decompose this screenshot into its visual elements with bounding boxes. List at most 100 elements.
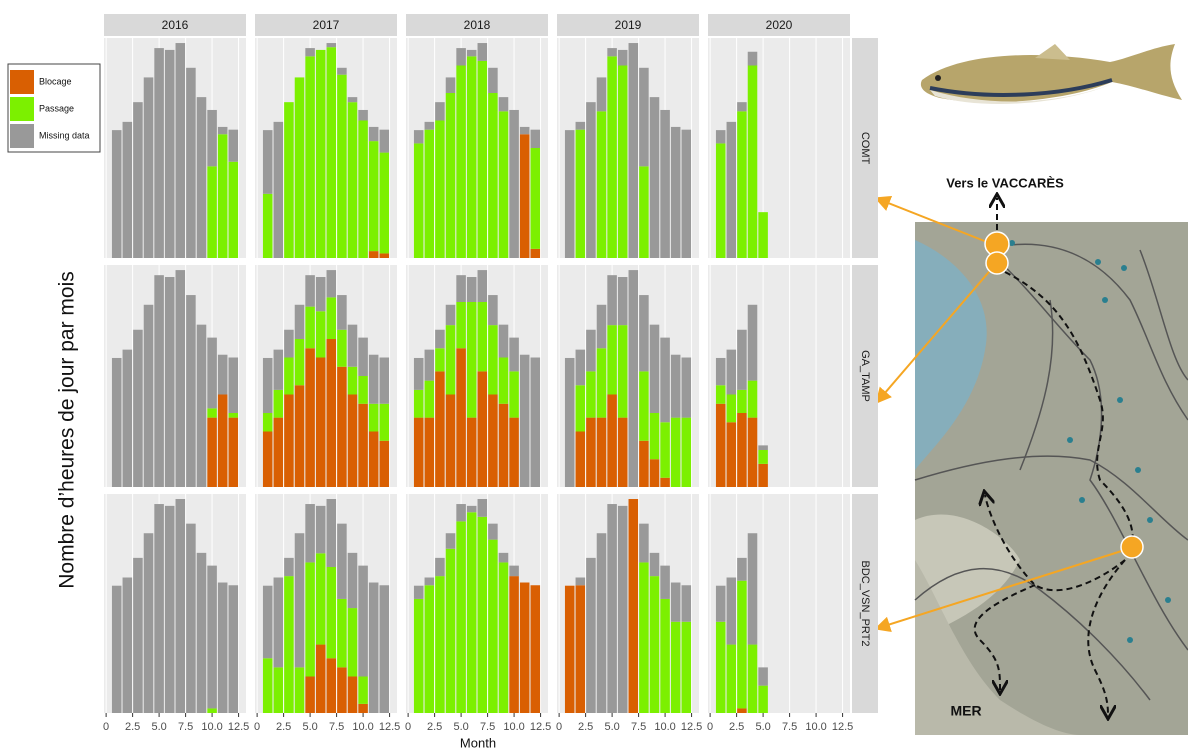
bar-segment — [424, 417, 435, 487]
bar-segment — [660, 598, 670, 713]
bar-segment — [143, 533, 154, 713]
map-label: MER — [950, 703, 981, 719]
facet-label: 2019 — [615, 18, 642, 32]
bar-segment — [315, 357, 326, 487]
bar-segment — [530, 148, 541, 249]
facet-label: 2018 — [464, 18, 491, 32]
lagoon — [915, 240, 987, 470]
bar-segment — [337, 329, 347, 367]
bar-segment — [596, 77, 607, 112]
bar-segment — [660, 109, 670, 258]
bar-segment — [315, 644, 326, 713]
bar-segment — [488, 325, 498, 395]
bar-segment — [649, 576, 660, 713]
x-tick-label: 7.5 — [480, 721, 495, 733]
bar-segment — [347, 676, 358, 713]
bar-segment — [498, 97, 509, 112]
facet-label: GA_TAMP — [859, 350, 871, 402]
bar-segment — [758, 463, 768, 487]
bar-segment — [347, 552, 358, 609]
bar-segment — [294, 385, 305, 487]
bar-segment — [681, 621, 692, 713]
bar-segment — [133, 102, 143, 259]
x-tick-label: 10.0 — [805, 721, 826, 733]
bar-segment — [305, 275, 315, 307]
bar-segment — [154, 275, 164, 487]
bar-segment — [519, 354, 530, 487]
bar-segment — [758, 445, 768, 450]
bar-segment — [445, 77, 456, 93]
bar-segment — [273, 577, 284, 668]
bar-segment — [488, 394, 498, 487]
x-tick-label: 2.5 — [729, 721, 744, 733]
bar-segment — [196, 324, 207, 487]
bar-segment — [607, 325, 617, 395]
bar-segment — [681, 357, 692, 418]
bar-segment — [498, 562, 509, 713]
bar-segment — [207, 408, 217, 418]
bar-segment — [726, 644, 737, 713]
bar-segment — [435, 348, 445, 372]
bar-segment — [747, 644, 758, 713]
x-tick-label: 10.0 — [654, 721, 675, 733]
bar-segment — [294, 304, 305, 339]
bar-segment — [305, 306, 315, 349]
bar-segment — [758, 212, 768, 258]
bar-segment — [294, 77, 305, 259]
bar-segment — [575, 129, 586, 258]
bar-segment — [186, 295, 196, 487]
bar-segment — [326, 47, 337, 258]
bar-segment — [273, 417, 284, 487]
bar-segment — [477, 516, 488, 713]
bar-segment — [273, 389, 284, 418]
bar-segment — [175, 499, 186, 713]
bar-segment — [368, 431, 379, 487]
bar-segment — [207, 109, 217, 167]
x-tick-label: 5.0 — [302, 721, 317, 733]
bar-segment — [477, 43, 488, 61]
x-tick-label: 10.0 — [201, 721, 222, 733]
bar-segment — [358, 337, 368, 376]
bar-segment — [715, 143, 726, 258]
facet-strip — [852, 265, 878, 487]
x-tick-label: 7.5 — [329, 721, 344, 733]
bar-segment — [111, 357, 122, 487]
x-tick-label: 5.0 — [755, 721, 770, 733]
bar-segment — [164, 49, 175, 258]
bar-segment — [498, 111, 509, 258]
bar-segment — [564, 357, 575, 487]
bar-segment — [715, 621, 726, 713]
bar-segment — [122, 577, 133, 713]
bar-segment — [424, 349, 435, 381]
bar-segment — [747, 65, 758, 258]
y-axis-title: Nombre d’heures de jour par mois — [56, 271, 79, 588]
facet-strip — [104, 14, 246, 36]
bar-segment — [424, 380, 435, 418]
bar-segment — [186, 67, 196, 259]
bar-segment — [326, 43, 337, 48]
bar-segment — [681, 417, 692, 487]
x-tick-label: 12.5 — [379, 721, 400, 733]
bar-segment — [262, 193, 273, 258]
bar-segment — [435, 120, 445, 258]
bar-segment — [737, 111, 747, 258]
bar-segment — [530, 357, 541, 487]
bar-segment — [326, 297, 337, 339]
bar-segment — [715, 130, 726, 144]
bar-segment — [586, 329, 596, 372]
bar-segment — [347, 366, 358, 395]
bar-segment — [122, 349, 133, 487]
bar-segment — [305, 48, 315, 57]
facet-strip — [852, 494, 878, 713]
bar-segment — [586, 371, 596, 418]
bar-segment — [477, 60, 488, 258]
bar-segment — [368, 126, 379, 142]
bar-segment — [305, 56, 315, 259]
bar-segment — [477, 371, 488, 487]
bar-segment — [747, 417, 758, 487]
bar-segment — [413, 143, 424, 258]
bar-segment — [435, 371, 445, 487]
bar-segment — [607, 394, 617, 487]
bar-segment — [586, 102, 596, 259]
bar-segment — [575, 431, 586, 487]
